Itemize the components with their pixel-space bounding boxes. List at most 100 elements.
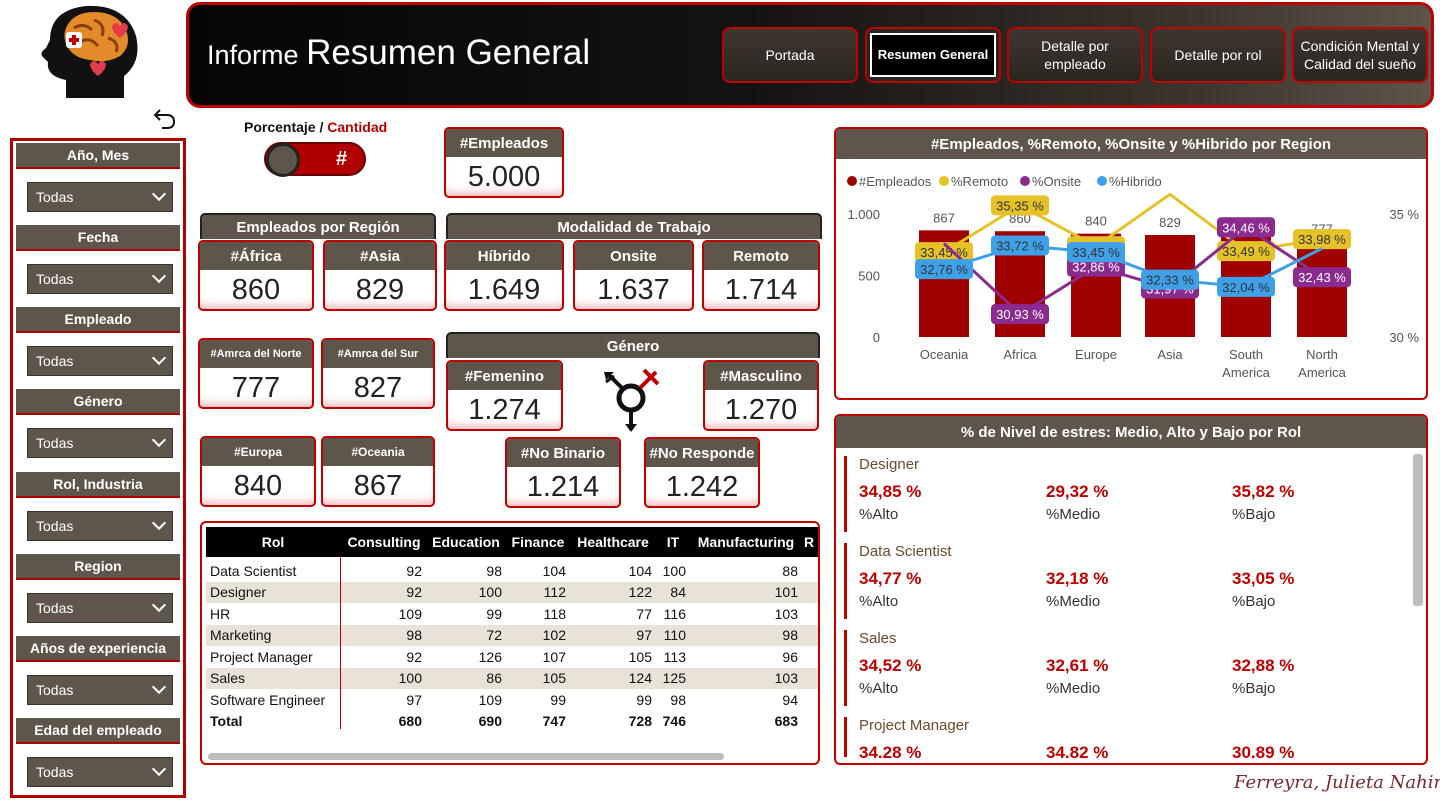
slicer-label-fecha: Fecha <box>16 225 180 251</box>
slicer-label-empleado: Empleado <box>16 307 180 333</box>
value-cell: 99 <box>550 691 566 708</box>
nav-detalle-rol-button[interactable]: Detalle por rol <box>1150 27 1286 83</box>
slicer-anio-mes-dropdown[interactable]: Todas <box>27 182 173 212</box>
stress-panel: % de Nivel de estres: Medio, Alto y Bajo… <box>834 414 1428 765</box>
slicer-rol-industria-dropdown[interactable]: Todas <box>27 511 173 541</box>
col-header-rol[interactable]: Rol <box>261 534 285 550</box>
table-row[interactable]: Designer 92 100 112 122 84 101 <box>206 581 818 603</box>
line-data-label-bg <box>915 259 973 280</box>
stress-role-item: Designer 34,85 % 29,32 % 35,82 % %Alto %Medio… <box>844 456 1404 532</box>
table-row[interactable]: Marketing 98 72 102 97 110 98 <box>206 624 818 646</box>
region-card-norte: #Amrca del Norte 777 <box>198 338 314 409</box>
nav-portada-button[interactable]: Portada <box>722 27 858 83</box>
value-cell: 107 <box>542 648 566 665</box>
stress-role-item: Project Manager 34.28 % 34.82 % 30.89 % <box>844 717 1404 762</box>
value-cell: 98 <box>670 691 686 708</box>
legend-label: %Hibrido <box>1109 174 1162 189</box>
value-cell: 96 <box>782 648 798 665</box>
col-header-cut[interactable]: R <box>804 534 815 550</box>
stress-bajo-label: %Bajo <box>1232 593 1276 610</box>
legend-marker[interactable] <box>939 176 949 186</box>
value-cell: 118 <box>543 605 566 622</box>
rol-industria-matrix: Rol Consulting Education Finance Healthc… <box>200 521 820 765</box>
slicer-region-dropdown[interactable]: Todas <box>27 593 173 623</box>
table-row[interactable]: Data Scientist 92 98 104 104 100 88 <box>206 560 818 581</box>
genero-card-femenino: #Femenino 1.274 <box>446 360 563 431</box>
author-signature: Ferreyra, Julieta Nahir <box>1234 772 1440 793</box>
bar-data-label: 867 <box>933 210 955 225</box>
region-section-header: Empleados por Región <box>200 213 436 239</box>
modalidad-section-header: Modalidad de Trabajo <box>446 213 822 239</box>
value-cell: 109 <box>478 691 502 708</box>
table-total-row[interactable]: Total 680 690 747 728 746 683 <box>206 711 818 732</box>
region-chart-panel: #Empleados, %Remoto, %Onsite y %Hibrido … <box>834 127 1428 400</box>
table-row[interactable]: Project Manager 92 126 107 105 113 96 <box>206 646 818 667</box>
nav-condicion-mental-button[interactable]: Condición Mental y Calidad del sueño <box>1292 27 1428 83</box>
col-header-manufacturing[interactable]: Manufacturing <box>697 534 795 550</box>
col-header-education[interactable]: Education <box>432 534 500 550</box>
line-data-label: 32,86 % <box>1072 260 1120 275</box>
col-header-finance[interactable]: Finance <box>511 534 565 550</box>
line-data-label: 32,76 % <box>920 262 968 277</box>
value-cell: 683 <box>774 713 798 729</box>
value-cell: 104 <box>628 562 652 579</box>
matrix-horizontal-scrollbar[interactable] <box>208 753 724 760</box>
slicer-label-genero: Género <box>16 389 180 415</box>
line-data-label-bg <box>1217 217 1275 238</box>
slicer-genero-dropdown[interactable]: Todas <box>27 428 173 458</box>
table-row[interactable]: Software Engineer 97 109 99 99 98 94 <box>206 689 818 710</box>
stress-medio-label: %Medio <box>1046 506 1101 523</box>
legend-marker[interactable] <box>1020 176 1030 186</box>
chevron-down-icon <box>151 679 167 695</box>
stress-title: % de Nivel de estres: Medio, Alto y Bajo… <box>836 416 1426 448</box>
legend-label: %Onsite <box>1032 174 1081 189</box>
value-cell: 97 <box>406 691 422 708</box>
chart-title: #Empleados, %Remoto, %Onsite y %Hibrido … <box>836 129 1426 159</box>
value-cell: 122 <box>628 584 652 600</box>
legend-marker[interactable] <box>1097 176 1107 186</box>
chevron-down-icon <box>151 432 167 448</box>
line-data-label: 32,04 % <box>1222 280 1270 295</box>
stress-alto-value: 34,52 % <box>859 656 922 675</box>
value-cell: 103 <box>774 605 798 622</box>
slicer-empleado-dropdown[interactable]: Todas <box>27 346 173 376</box>
toggle-knob[interactable] <box>266 143 300 177</box>
legend-marker[interactable] <box>847 176 857 186</box>
table-row[interactable]: HR 109 99 118 77 116 103 <box>206 603 818 624</box>
value-cell: 113 <box>663 648 686 665</box>
col-header-consulting[interactable]: Consulting <box>347 534 421 550</box>
nav-detalle-empleado-button[interactable]: Detalle por empleado <box>1007 27 1143 83</box>
stress-medio-value: 29,32 % <box>1046 482 1109 501</box>
stress-vertical-scrollbar[interactable] <box>1413 454 1423 606</box>
line-data-label: 33,72 % <box>996 238 1044 253</box>
percentage-count-toggle[interactable]: # <box>264 142 366 177</box>
stress-bajo-value: 30.89 % <box>1232 743 1295 762</box>
gender-symbol-icon <box>598 366 664 436</box>
nav-resumen-general-button[interactable]: Resumen General <box>865 27 1001 83</box>
line-data-label-bg <box>1217 241 1275 262</box>
card-label: #Europa <box>202 438 314 466</box>
value-cell: 728 <box>628 713 652 729</box>
value-cell: 100 <box>398 670 422 686</box>
slicer-experiencia-dropdown[interactable]: Todas <box>27 675 173 705</box>
value-cell: 100 <box>478 584 502 600</box>
card-value: 1.270 <box>724 394 798 426</box>
stress-medio-value: 32,18 % <box>1046 569 1109 588</box>
bar-data-label: 829 <box>1159 215 1181 230</box>
value-cell: 94 <box>782 691 798 708</box>
card-label: #Asia <box>325 242 435 270</box>
toggle-label: Porcentaje / Cantidad <box>244 119 388 135</box>
header-bar: Informe Resumen General Portada Resumen … <box>186 2 1434 108</box>
col-header-healthcare[interactable]: Healthcare <box>577 534 649 550</box>
slicer-fecha-dropdown[interactable]: Todas <box>27 264 173 294</box>
stress-bajo-label: %Bajo <box>1232 680 1276 697</box>
brain-head-logo <box>36 2 148 102</box>
value-cell: 110 <box>663 627 686 643</box>
bar-data-label: 840 <box>1085 214 1107 229</box>
value-cell: 77 <box>636 605 652 622</box>
card-value: 840 <box>233 470 283 502</box>
table-row[interactable]: Sales 100 86 105 124 125 103 <box>206 667 818 689</box>
slicer-edad-dropdown[interactable]: Todas <box>27 757 173 787</box>
back-arrow-icon[interactable] <box>152 104 178 130</box>
col-header-it[interactable]: IT <box>666 534 680 550</box>
